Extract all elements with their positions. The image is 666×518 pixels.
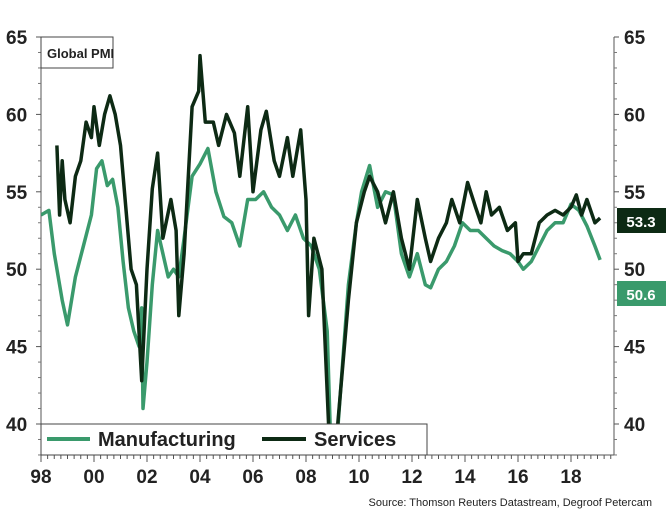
source-note: Source: Thomson Reuters Datastream, Degr… — [369, 497, 652, 509]
y-tick-label-left: 65 — [6, 28, 28, 49]
y-tick-label-left: 45 — [6, 338, 28, 359]
end-label-manufacturing: 50.6 — [617, 281, 666, 306]
x-tick-label: 14 — [454, 467, 476, 488]
x-tick-label: 04 — [189, 467, 211, 488]
x-tick-label: 02 — [136, 467, 157, 488]
chart-title-box: Global PMI — [40, 36, 114, 69]
y-tick-label-right: 55 — [624, 183, 646, 204]
x-tick-label: 00 — [83, 467, 104, 488]
end-label-services: 53.3 — [617, 208, 666, 233]
x-tick-label: 06 — [242, 467, 263, 488]
y-tick-label-right: 50 — [624, 260, 645, 281]
x-tick-label: 08 — [295, 467, 316, 488]
x-tick-label: 10 — [348, 467, 369, 488]
y-tick-label-right: 65 — [624, 28, 646, 49]
chart-title: Global PMI — [47, 46, 114, 61]
y-tick-label-left: 60 — [6, 105, 27, 126]
x-tick-label: 16 — [507, 467, 528, 488]
x-tick-label: 18 — [560, 467, 581, 488]
series-line-services — [55, 53, 602, 455]
y-tick-label-right: 40 — [624, 415, 645, 436]
end-label-manufacturing-text: 50.6 — [626, 287, 655, 304]
legend-label-services: Services — [314, 429, 396, 451]
legend: Manufacturing Services — [40, 423, 428, 456]
legend-label-manufacturing: Manufacturing — [98, 429, 236, 451]
series-line-manufacturing — [41, 146, 602, 455]
x-tick-label: 12 — [401, 467, 422, 488]
y-tick-label-left: 50 — [6, 260, 27, 281]
y-tick-label-left: 55 — [6, 183, 28, 204]
end-label-services-text: 53.3 — [626, 214, 655, 231]
x-tick-label: 98 — [30, 467, 51, 488]
y-tick-label-right: 60 — [624, 105, 645, 126]
y-tick-label-left: 40 — [6, 415, 27, 436]
y-tick-label-right: 45 — [624, 338, 646, 359]
